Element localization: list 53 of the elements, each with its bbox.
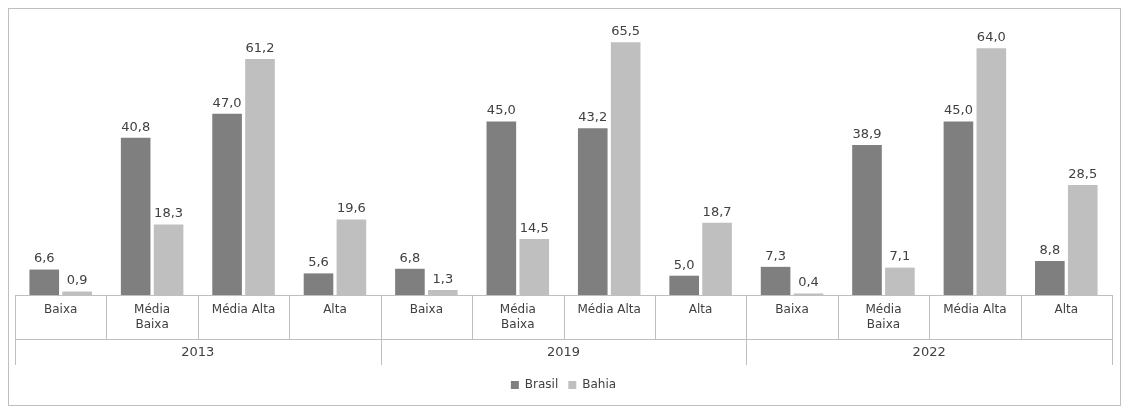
x-tick-label: Alta [1054,302,1079,317]
x-tick-label: Alta [688,302,713,317]
data-label: 47,0 [212,94,242,110]
data-label: 6,8 [399,249,421,265]
data-label: 61,2 [245,39,275,55]
bar [1035,261,1065,295]
data-label: 1,3 [432,270,454,286]
bar [669,275,699,295]
data-label: 28,5 [1068,165,1098,181]
bar [395,268,425,295]
data-label: 45,0 [486,102,516,118]
bar [120,137,151,295]
data-label: 64,0 [976,29,1006,45]
data-label: 40,8 [121,118,151,134]
x-tick-label: Baixa [775,302,809,317]
x-tick-label: Média Baixa [134,302,171,331]
x-tick-label: Média Alta [211,302,276,317]
data-label: 7,3 [765,247,786,263]
bar [852,144,882,295]
text: 2013 [181,344,215,360]
x-tick-label: Média Baixa [499,302,536,331]
x-tick-label: Baixa [44,302,78,317]
bar [303,273,334,295]
x-tick-label: Média Alta [943,302,1007,317]
data-label: 45,0 [943,102,973,118]
data-label: 18,7 [702,203,732,219]
x-tick-label: Média Baixa [865,302,902,331]
data-label: 19,6 [336,200,366,216]
x-tick-label: Baixa [409,302,444,317]
data-label: 0,4 [798,274,819,290]
data-label: 5,0 [673,256,695,272]
data-label: 6,6 [33,250,55,266]
bar [577,128,608,295]
bar [760,266,791,295]
data-label: 43,2 [578,109,608,125]
bar [486,121,517,295]
legend-label: Bahia [582,377,617,392]
data-label: 8,8 [1039,241,1061,257]
data-label: 5,6 [308,254,329,270]
bar [212,113,242,295]
data-label: 18,3 [154,205,184,221]
bar [29,269,60,295]
data-label: 7,1 [889,248,911,264]
data-label: 14,5 [519,219,549,235]
data-label: 0,9 [66,272,88,288]
legend-label: Brasil [524,377,559,392]
data-label: 65,5 [611,23,641,39]
bar [943,121,974,295]
data-label: 38,9 [852,125,882,141]
text: 2022 [912,344,946,360]
x-tick-label: Alta [323,302,347,317]
text: 2019 [546,344,581,360]
x-tick-label: Média Alta [577,302,641,317]
